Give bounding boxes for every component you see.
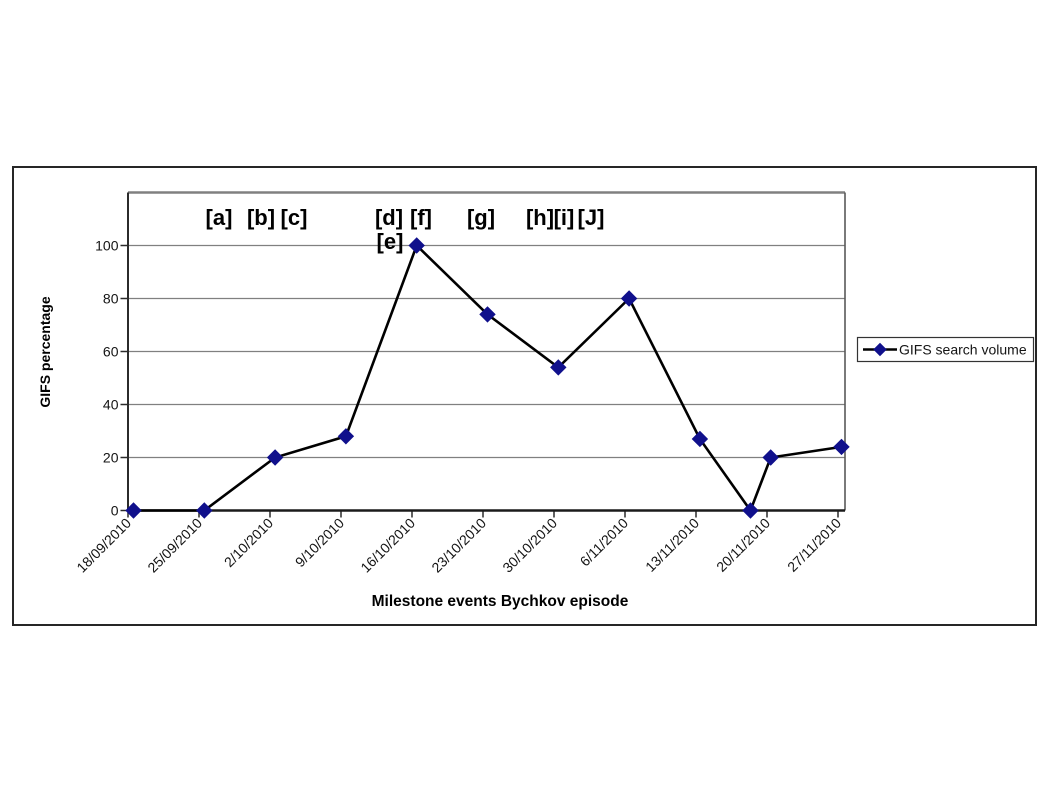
chart-frame — [12, 166, 1037, 626]
annotation-label: [i] — [554, 205, 575, 230]
data-point-marker — [337, 428, 355, 445]
data-point-marker — [196, 502, 213, 519]
data-series — [125, 237, 850, 519]
y-axis-ticks: 0 20 40 60 80 100 — [95, 238, 128, 519]
data-point-marker — [266, 449, 284, 466]
data-point-marker — [408, 237, 425, 254]
annotation-label: [f] — [410, 205, 432, 230]
data-point-marker — [620, 290, 638, 307]
legend-label: GIFS search volume — [899, 342, 1027, 358]
legend-diamond-marker — [873, 342, 887, 357]
data-point-marker — [479, 306, 496, 323]
annotation-label: [b] — [247, 205, 275, 230]
annotation-label: [c] — [281, 205, 308, 230]
data-point-marker — [833, 438, 850, 456]
milestone-annotations: [a] [b] [c] [d][e] [f] [g] [h] [i] [J] — [206, 205, 605, 254]
data-point-marker — [691, 430, 709, 448]
y-axis-title: GIFS percentage — [37, 296, 53, 407]
axes — [127, 192, 845, 512]
annotation-label: [a] — [206, 205, 233, 230]
annotation-label: [h] — [526, 205, 554, 230]
legend: GIFS search volume — [856, 336, 1035, 363]
y-tick-label: 20 — [103, 450, 119, 466]
data-point-marker — [742, 502, 759, 519]
data-point-marker — [125, 502, 142, 519]
gridlines — [128, 244, 845, 459]
x-axis-title: Milestone events Bychkov episode — [372, 593, 629, 610]
y-tick-label: 100 — [95, 238, 119, 254]
y-tick-label: 80 — [103, 291, 119, 307]
y-tick-label: 40 — [103, 397, 119, 413]
data-point-marker — [762, 449, 779, 466]
annotation-label: [e] — [377, 229, 404, 254]
annotation-label: [J] — [578, 205, 605, 230]
annotation-label: [g] — [467, 205, 495, 230]
annotation-label: [d] — [375, 205, 403, 230]
plot-area-border — [128, 191, 846, 511]
y-tick-label: 0 — [111, 503, 119, 519]
data-point-marker — [550, 359, 567, 376]
y-tick-label: 60 — [103, 344, 119, 360]
series-line — [133, 243, 842, 514]
